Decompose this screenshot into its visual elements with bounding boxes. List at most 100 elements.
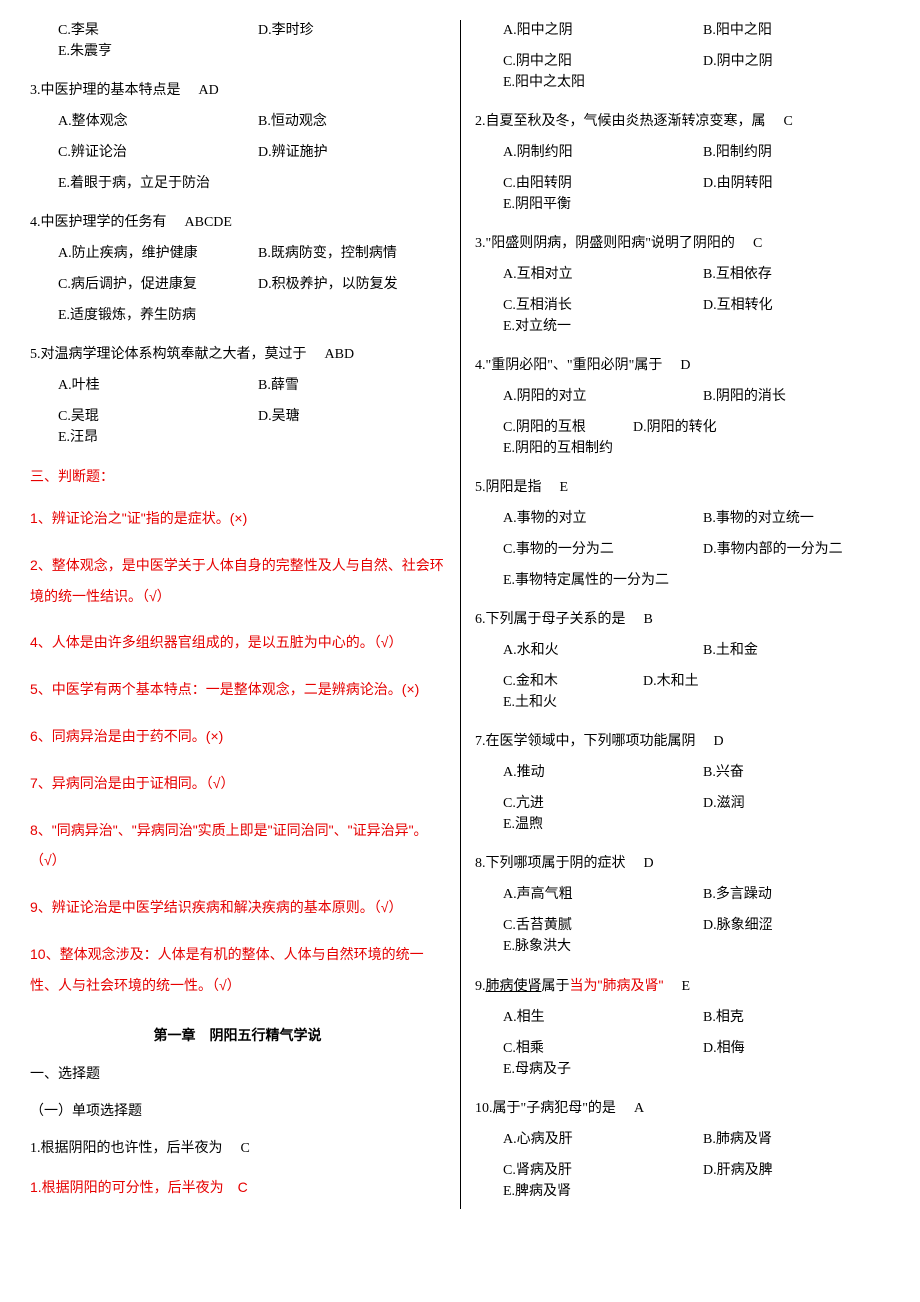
c1q6-c: C.金和木 bbox=[503, 671, 623, 692]
c1q9-c: C.相乘 bbox=[503, 1038, 683, 1059]
c1q6-a: A.水和火 bbox=[503, 640, 683, 661]
c1-question-8: 8.下列哪项属于阴的症状D A.声高气粗 B.多言躁动 C.舌苔黄腻 D.脉象细… bbox=[475, 853, 890, 957]
c1q9-underline: 肺病使肾 bbox=[486, 979, 542, 994]
c1q4-b: B.阴阳的消长 bbox=[703, 386, 823, 407]
question-2-options-trailing: C.李杲 D.李时珍 E.朱震亨 bbox=[30, 20, 445, 62]
q3-ans: AD bbox=[199, 83, 219, 98]
c1q7-a: A.推动 bbox=[503, 762, 683, 783]
c1-question-3: 3."阳盛则阴病，阴盛则阳病"说明了阴阳的C A.互相对立 B.互相依存 C.互… bbox=[475, 233, 890, 337]
c1q10-a: A.心病及肝 bbox=[503, 1129, 683, 1150]
c1q8-e: E.脉象洪大 bbox=[503, 936, 623, 957]
c1q4-d: D.阴阳的转化 bbox=[633, 417, 743, 438]
c1q10-c: C.肾病及肝 bbox=[503, 1160, 683, 1181]
c1q2-ans: C bbox=[784, 114, 793, 129]
c1q3-d: D.互相转化 bbox=[703, 295, 823, 316]
q5-ans: ABD bbox=[325, 347, 355, 362]
judge-6: 6、同病异治是由于药不同。(×) bbox=[30, 721, 445, 752]
c1q1-c: C.阴中之阳 bbox=[503, 51, 683, 72]
c1q8-a: A.声高气粗 bbox=[503, 884, 683, 905]
c1q9-red: 当为"肺病及肾" bbox=[570, 977, 664, 993]
c1q5-b: B.事物的对立统一 bbox=[703, 508, 823, 529]
c1q1-ans: C bbox=[241, 1141, 250, 1156]
c1q7-text: 7.在医学领域中，下列哪项功能属阴 bbox=[475, 734, 696, 749]
c1q3-b: B.互相依存 bbox=[703, 264, 823, 285]
judge-4: 4、人体是由许多组织器官组成的，是以五脏为中心的。（√） bbox=[30, 627, 445, 658]
q4-c: C.病后调护，促进康复 bbox=[58, 274, 238, 295]
c1q10-ans: A bbox=[634, 1101, 644, 1116]
c1q9-b: B.相克 bbox=[703, 1007, 823, 1028]
q3-text: 3.中医护理的基本特点是 bbox=[30, 83, 181, 98]
q5-c: C.吴琨 bbox=[58, 406, 238, 427]
q5-e: E.汪昂 bbox=[58, 427, 178, 448]
q5-b: B.薛雪 bbox=[258, 375, 378, 396]
c1q8-text: 8.下列哪项属于阴的症状 bbox=[475, 856, 626, 871]
c1q1-note: 1.根据阴阳的可分性，后半夜为 C bbox=[30, 1177, 445, 1198]
q3-e: E.着眼于病，立足于防治 bbox=[58, 173, 298, 194]
q4-e: E.适度锻炼，养生防病 bbox=[58, 305, 298, 326]
c1q4-text: 4."重阴必阳"、"重阳必阴"属于 bbox=[475, 358, 662, 373]
c1q8-ans: D bbox=[644, 856, 654, 871]
q4-text: 4.中医护理学的任务有 bbox=[30, 215, 167, 230]
c1q5-a: A.事物的对立 bbox=[503, 508, 683, 529]
c1q2-text: 2.自夏至秋及冬，气候由炎热逐渐转凉变寒，属 bbox=[475, 114, 766, 129]
chapter-1-title: 第一章 阴阳五行精气学说 bbox=[30, 1025, 445, 1046]
judge-section-title: 三、判断题： bbox=[30, 466, 445, 487]
c1q10-text: 10.属于"子病犯母"的是 bbox=[475, 1101, 616, 1116]
c1q9-pre: 9. bbox=[475, 979, 486, 994]
c1q2-b: B.阳制约阴 bbox=[703, 142, 823, 163]
c1q5-ans: E bbox=[560, 480, 569, 495]
c1-question-9: 9.肺病使肾属于当为"肺病及肾"E A.相生 B.相克 C.相乘 D.相侮 E.… bbox=[475, 975, 890, 1080]
c1q9-ans: E bbox=[681, 979, 690, 994]
q4-b: B.既病防变，控制病情 bbox=[258, 243, 397, 264]
c1q5-text: 5.阴阳是指 bbox=[475, 480, 542, 495]
q3-c: C.辨证论治 bbox=[58, 142, 238, 163]
c1q4-e: E.阴阳的互相制约 bbox=[503, 438, 633, 459]
c1q3-c: C.互相消长 bbox=[503, 295, 683, 316]
c1q7-ans: D bbox=[714, 734, 724, 749]
c1q2-d: D.由阴转阳 bbox=[703, 173, 823, 194]
c1-question-10: 10.属于"子病犯母"的是 A A.心病及肝 B.肺病及肾 C.肾病及肝 D.肝病… bbox=[475, 1098, 890, 1202]
q3-b: B.恒动观念 bbox=[258, 111, 378, 132]
c1q1-e: E.阳中之太阳 bbox=[503, 72, 623, 93]
c1q2-c: C.由阳转阴 bbox=[503, 173, 683, 194]
c1q2-a: A.阴制约阳 bbox=[503, 142, 683, 163]
c1q1-d: D.阴中之阴 bbox=[703, 51, 823, 72]
c1q7-d: D.滋润 bbox=[703, 793, 823, 814]
q5-a: A.叶桂 bbox=[58, 375, 238, 396]
judge-9: 9、辨证论治是中医学结识疾病和解决疾病的基本原则。（√） bbox=[30, 892, 445, 923]
q3-a: A.整体观念 bbox=[58, 111, 238, 132]
q3-d: D.辨证施护 bbox=[258, 142, 378, 163]
c1q4-c: C.阴阳的互根 bbox=[503, 417, 613, 438]
question-4: 4.中医护理学的任务有 ABCDE A.防止疾病，维护健康 B.既病防变，控制病情… bbox=[30, 212, 445, 326]
c1q3-e: E.对立统一 bbox=[503, 316, 623, 337]
c1q10-b: B.肺病及肾 bbox=[703, 1129, 823, 1150]
c1q9-e: E.母病及子 bbox=[503, 1059, 623, 1080]
c1q8-d: D.脉象细涩 bbox=[703, 915, 823, 936]
c1q2-e: E.阴阳平衡 bbox=[503, 194, 623, 215]
c1q9-d: D.相侮 bbox=[703, 1038, 823, 1059]
c1q7-c: C.亢进 bbox=[503, 793, 683, 814]
q4-ans: ABCDE bbox=[185, 215, 232, 230]
c1q7-b: B.兴奋 bbox=[703, 762, 823, 783]
c1q1-text: 1.根据阴阳的也许性，后半夜为 bbox=[30, 1141, 223, 1156]
question-5: 5.对温病学理论体系构筑奉献之大者，莫过于ABD A.叶桂 B.薛雪 C.吴琨 … bbox=[30, 344, 445, 448]
c1q3-ans: C bbox=[753, 236, 762, 251]
c1q9-post: 属于 bbox=[542, 979, 570, 994]
c1q10-d: D.肝病及脾 bbox=[703, 1160, 823, 1181]
q4-a: A.防止疾病，维护健康 bbox=[58, 243, 238, 264]
judge-5: 5、中医学有两个基本特点：一是整体观念，二是辨病论治。(×) bbox=[30, 674, 445, 705]
q2-opt-c: C.李杲 bbox=[58, 20, 238, 41]
q5-d: D.吴瑭 bbox=[258, 406, 378, 427]
c1q10-e: E.脾病及肾 bbox=[503, 1181, 623, 1202]
c1q6-d: D.木和土 bbox=[643, 671, 763, 692]
judge-2: 2、整体观念，是中医学关于人体自身的完整性及人与自然、社会环境的统一性结识。（√… bbox=[30, 550, 445, 612]
c1q5-c: C.事物的一分为二 bbox=[503, 539, 683, 560]
c1q6-e: E.土和火 bbox=[503, 692, 623, 713]
c1q5-e: E.事物特定属性的一分为二 bbox=[503, 570, 743, 591]
section-choice: 一、选择题 bbox=[30, 1064, 445, 1085]
c1q4-a: A.阴阳的对立 bbox=[503, 386, 683, 407]
c1q6-ans: B bbox=[644, 612, 653, 627]
c1q6-text: 6.下列属于母子关系的是 bbox=[475, 612, 626, 627]
q2-opt-e: E.朱震亨 bbox=[58, 41, 178, 62]
c1q1-a: A.阳中之阴 bbox=[503, 20, 683, 41]
